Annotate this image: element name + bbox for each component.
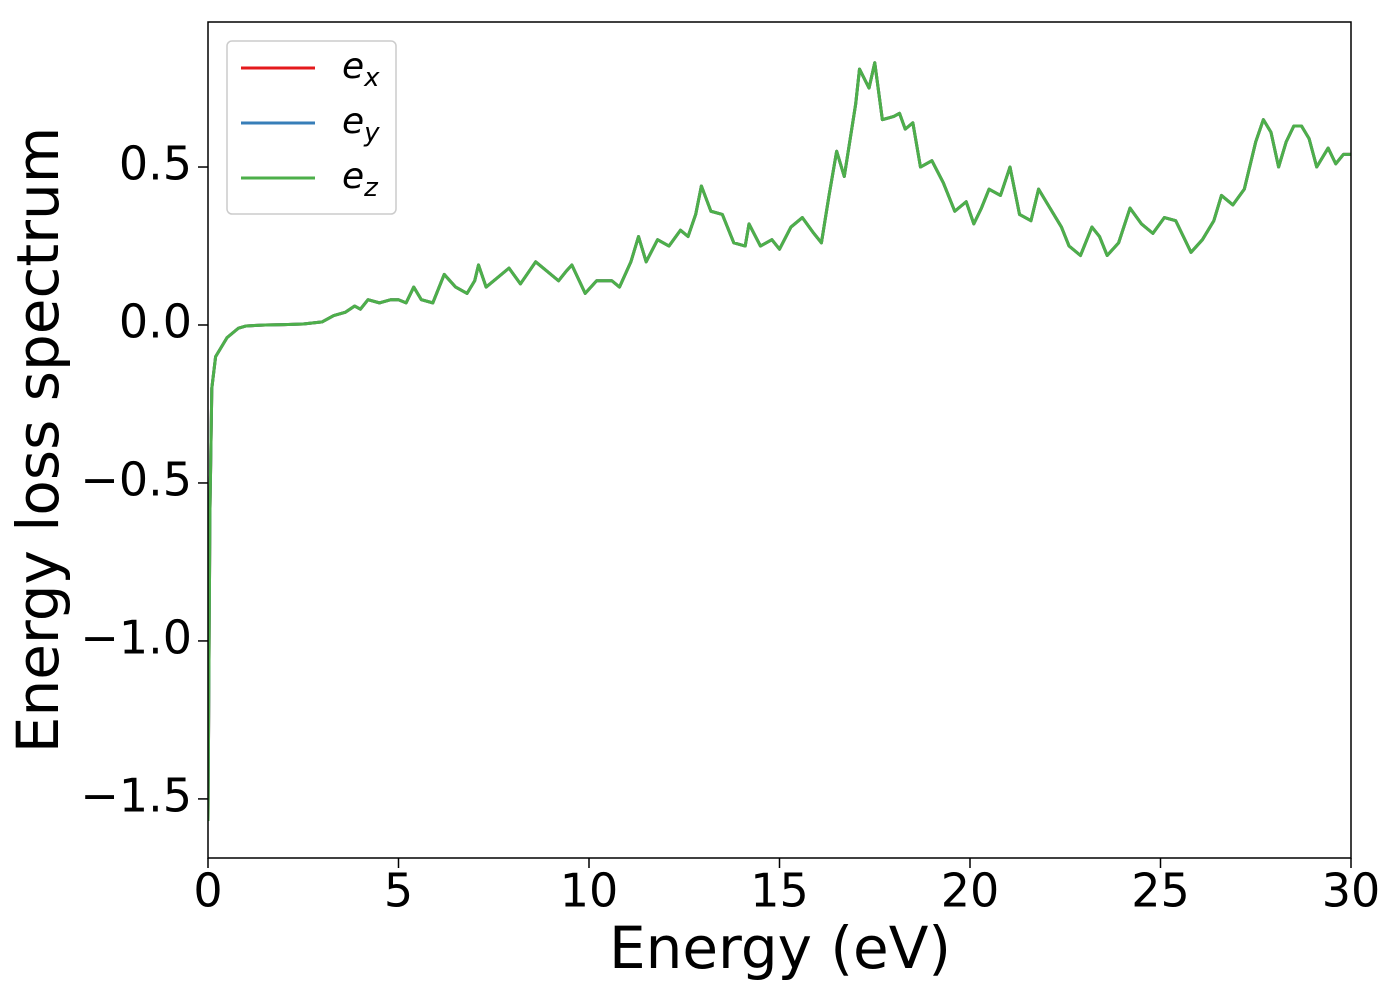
- x-tick-label: 10: [560, 864, 619, 918]
- y-tick-label: −1.0: [80, 610, 192, 664]
- x-tick-label: 25: [1131, 864, 1190, 918]
- plot-frame: [207, 21, 1352, 859]
- legend-label: ex: [342, 46, 380, 93]
- y-tick-label: −1.5: [80, 768, 192, 822]
- x-tick-label: 20: [941, 864, 1000, 918]
- x-tick-label: 30: [1322, 864, 1381, 918]
- legend-label: ey: [342, 101, 380, 148]
- y-axis-label: Energy loss spectrum: [4, 127, 72, 753]
- y-tick-label: 0.0: [119, 294, 192, 348]
- y-tick-label: −0.5: [80, 452, 192, 506]
- x-tick-label: 0: [193, 864, 222, 918]
- x-axis-label: Energy (eV): [609, 914, 951, 982]
- x-tick-label: 15: [750, 864, 809, 918]
- x-tick-label: 5: [384, 864, 413, 918]
- legend-box: [226, 40, 397, 215]
- legend-label: ez: [342, 156, 379, 203]
- series-line: [208, 61, 1351, 822]
- y-tick-label: 0.5: [119, 137, 192, 191]
